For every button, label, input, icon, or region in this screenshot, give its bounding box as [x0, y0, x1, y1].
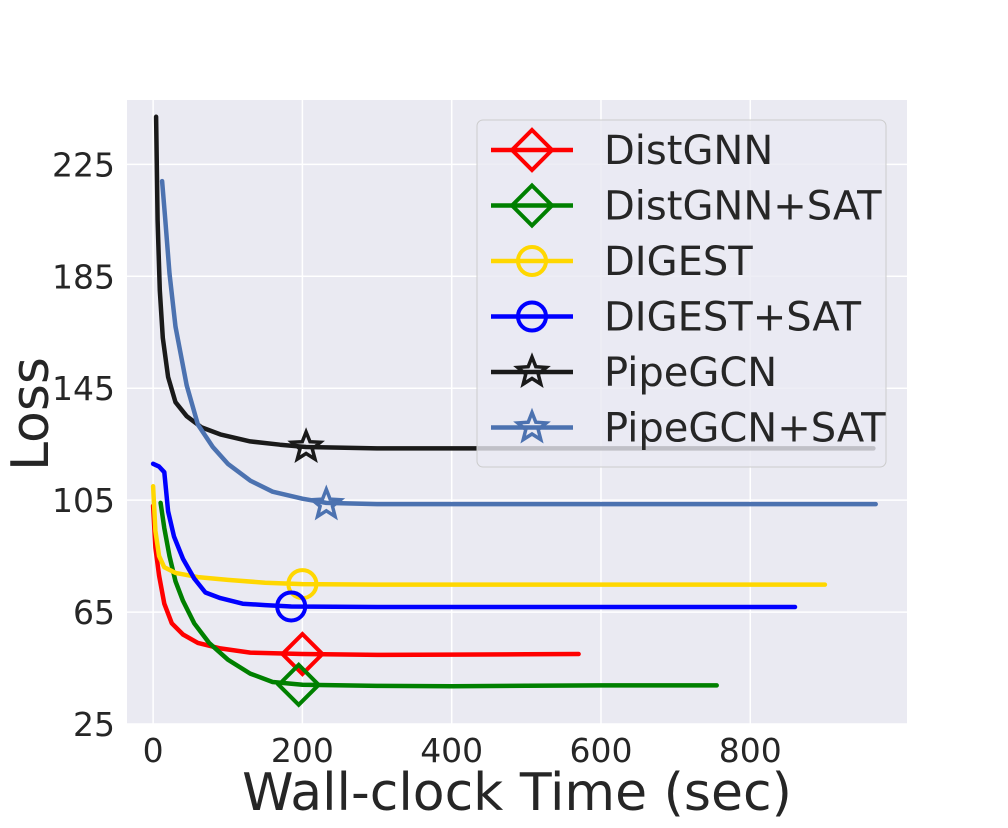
- legend-label: DIGEST: [604, 239, 753, 285]
- legend-marker: [509, 182, 555, 229]
- x-axis-label: Wall-clock Time (sec): [242, 763, 792, 823]
- legend-item: PipeGCN: [491, 350, 777, 396]
- legend-item: DIGEST+SAT: [491, 295, 862, 341]
- x-tick-label: 0: [143, 731, 164, 770]
- series-distgnn-sat: [158, 500, 719, 708]
- series-line: [159, 178, 878, 507]
- legend-label: DIGEST+SAT: [604, 295, 862, 341]
- legend-item: DistGNN+SAT: [491, 182, 882, 230]
- x-tick-label: 400: [420, 731, 483, 770]
- x-tick-label: 800: [719, 731, 782, 770]
- legend-item: PipeGCN+SAT: [491, 406, 886, 452]
- series-line: [150, 461, 798, 610]
- y-axis-label: Loss: [1, 357, 61, 471]
- legend-label: PipeGCN+SAT: [604, 406, 886, 452]
- series-marker: [275, 590, 308, 623]
- x-tick-label: 600: [569, 731, 632, 770]
- legend-marker: [509, 127, 555, 173]
- legend-label: DistGNN+SAT: [604, 184, 882, 230]
- y-tick-label: 185: [52, 257, 115, 296]
- legend-marker: [516, 300, 548, 333]
- series-digest-sat: [150, 461, 798, 623]
- legend-item: DIGEST: [491, 239, 753, 285]
- legend-label: DistGNN: [604, 128, 773, 174]
- legend: DistGNN DistGNN+SAT DIGEST DIGEST+SAT PipeGC…: [476, 119, 887, 468]
- x-tick-label: 200: [271, 731, 334, 770]
- y-tick-label: 25: [73, 705, 115, 744]
- legend-marker: [513, 352, 551, 388]
- series-marker: [279, 631, 326, 677]
- y-tick-label: 105: [52, 481, 115, 520]
- legend-item: DistGNN: [491, 127, 773, 174]
- series-pipegcn-sat: [159, 178, 878, 521]
- series-marker: [275, 661, 322, 708]
- legend-frame: [476, 119, 887, 468]
- series-marker: [287, 427, 325, 463]
- series-marker: [307, 484, 346, 521]
- series-line: [150, 483, 828, 587]
- y-tick-label: 65: [73, 593, 115, 632]
- legend-label: PipeGCN: [604, 350, 777, 396]
- y-tick-label: 145: [52, 369, 115, 408]
- series-line: [158, 500, 719, 689]
- legend-marker: [513, 407, 551, 444]
- axis-ticks: 0 200 400 600 800 25 65 105 145 185 225: [52, 145, 782, 770]
- data-series: [150, 114, 878, 708]
- legend-marker: [516, 245, 548, 277]
- y-tick-label: 225: [52, 145, 115, 184]
